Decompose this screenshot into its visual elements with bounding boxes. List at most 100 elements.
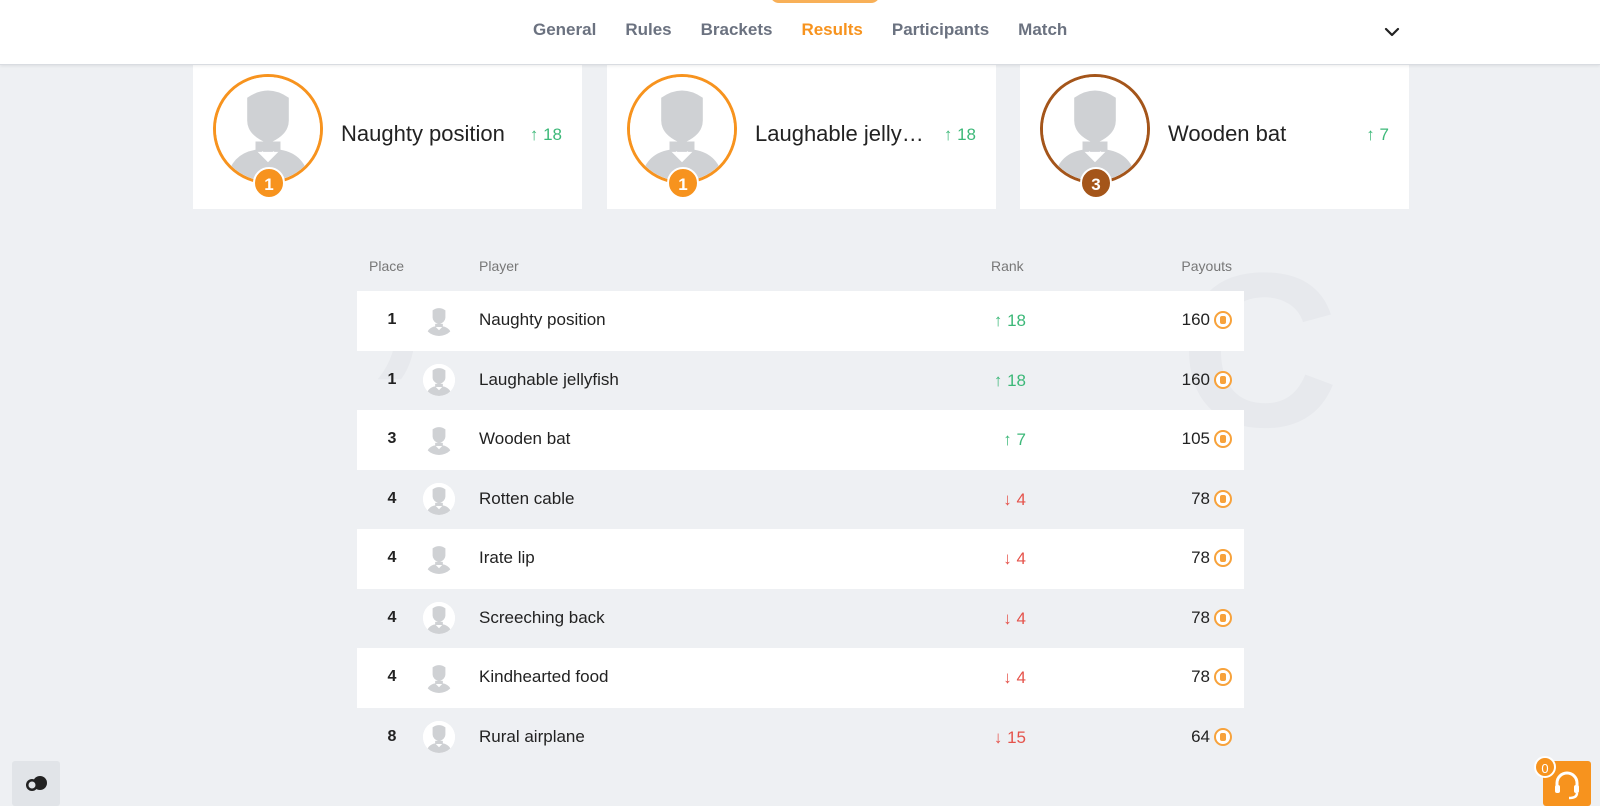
tab-results[interactable]: Results	[801, 20, 863, 39]
row-rank: ↓ 4	[1003, 668, 1026, 688]
avatar	[423, 304, 455, 336]
rank-value: 7	[1016, 430, 1026, 449]
payout-value: 105	[1181, 429, 1210, 448]
rank-value: 7	[1379, 125, 1389, 144]
payout-value: 64	[1191, 726, 1210, 746]
place-badge: 1	[667, 167, 699, 199]
arrow-up-icon: ↑	[993, 311, 1003, 330]
row-payout: 160	[1182, 370, 1232, 390]
avatar	[423, 601, 455, 634]
row-payout: 78	[1191, 548, 1232, 568]
tab-brackets[interactable]: Brackets	[700, 20, 773, 39]
podium-card[interactable]: 1 Laughable jellyfish ↑ 18	[607, 65, 996, 209]
coin-icon	[1214, 668, 1232, 686]
coin-icon	[1214, 370, 1232, 389]
row-payout: 78	[1191, 608, 1232, 628]
avatar	[423, 423, 455, 455]
header-rank: Rank	[991, 258, 1024, 274]
table-body: 1 Naughty position ↑ 18 160 1 Laughable …	[357, 291, 1244, 767]
header-place: Place	[369, 258, 405, 274]
row-payout: 64	[1191, 727, 1232, 747]
chat-icon	[26, 776, 47, 791]
arrow-down-icon: ↓	[1003, 489, 1012, 509]
rank-value: 4	[1016, 549, 1026, 568]
row-place: 3	[387, 430, 397, 447]
row-payout: 105	[1182, 429, 1232, 449]
row-place: 4	[387, 549, 397, 566]
podium-rank-change: ↑ 18	[530, 125, 562, 145]
table-row[interactable]: 1 Naughty position ↑ 18 160	[357, 291, 1244, 351]
table-row[interactable]: 4 Rotten cable ↓ 4 78	[357, 470, 1244, 530]
rank-value: 15	[1007, 727, 1026, 747]
row-place: 8	[387, 727, 397, 745]
podium-card[interactable]: 3 Wooden bat ↑ 7	[1020, 65, 1409, 209]
tab-match[interactable]: Match	[1018, 20, 1068, 39]
rank-value: 18	[1007, 311, 1026, 330]
tab-list: General Rules Brackets Results Participa…	[533, 20, 1096, 40]
row-player-name[interactable]: Screeching back	[479, 607, 605, 627]
row-player-name[interactable]: Laughable jellyfish	[479, 369, 619, 389]
tab-rules[interactable]: Rules	[625, 20, 672, 39]
arrow-down-icon: ↓	[993, 727, 1003, 747]
payout-value: 78	[1191, 607, 1210, 627]
row-rank: ↓ 4	[1003, 549, 1026, 569]
row-place: 4	[387, 668, 397, 685]
row-place: 4	[387, 608, 397, 626]
row-player-name[interactable]: Irate lip	[479, 548, 535, 567]
rank-value: 4	[1016, 489, 1026, 509]
arrow-up-icon: ↑	[1366, 125, 1375, 144]
row-payout: 78	[1191, 489, 1232, 509]
row-player-name[interactable]: Rural airplane	[479, 726, 585, 746]
avatar	[213, 74, 323, 184]
top-nav-bar: General Rules Brackets Results Participa…	[0, 0, 1600, 65]
row-place: 4	[387, 489, 397, 507]
table-row[interactable]: 8 Rural airplane ↓ 15 64	[357, 708, 1244, 768]
payout-value: 160	[1181, 310, 1210, 329]
tab-general[interactable]: General	[533, 20, 597, 39]
table-row[interactable]: 4 Screeching back ↓ 4 78	[357, 589, 1244, 649]
chat-button[interactable]	[12, 761, 60, 806]
payout-value: 160	[1181, 369, 1210, 389]
coin-icon	[1214, 430, 1232, 448]
rank-value: 18	[957, 125, 976, 144]
podium-rank-change: ↑ 7	[1366, 125, 1389, 145]
row-rank: ↓ 15	[994, 728, 1026, 748]
row-place: 1	[387, 311, 397, 328]
payout-value: 78	[1191, 667, 1210, 686]
row-rank: ↓ 4	[1003, 609, 1026, 629]
table-row[interactable]: 4 Irate lip ↓ 4 78	[357, 529, 1244, 589]
chevron-down-icon[interactable]	[1382, 22, 1402, 42]
row-player-name[interactable]: Wooden bat	[479, 429, 571, 448]
coin-icon	[1214, 549, 1232, 567]
avatar	[423, 482, 455, 515]
header-player: Player	[479, 258, 519, 274]
table-header: Place Player Rank Payouts	[357, 250, 1244, 291]
avatar	[423, 661, 455, 693]
coin-icon	[1214, 727, 1232, 746]
arrow-up-icon: ↑	[529, 125, 539, 144]
rank-value: 4	[1016, 608, 1026, 628]
row-rank: ↑ 18	[994, 371, 1026, 391]
row-payout: 160	[1182, 310, 1232, 330]
row-payout: 78	[1191, 667, 1232, 687]
podium-card[interactable]: 1 Naughty position ↑ 18	[193, 65, 582, 209]
tab-participants[interactable]: Participants	[891, 20, 990, 39]
arrow-up-icon: ↑	[1003, 430, 1012, 449]
row-rank: ↓ 4	[1003, 490, 1026, 510]
row-rank: ↑ 18	[994, 311, 1026, 331]
row-player-name[interactable]: Rotten cable	[479, 488, 575, 508]
table-row[interactable]: 3 Wooden bat ↑ 7 105	[357, 410, 1244, 470]
table-row[interactable]: 4 Kindhearted food ↓ 4 78	[357, 648, 1244, 708]
podium-player-name: Wooden bat	[1168, 121, 1287, 146]
table-row[interactable]: 1 Laughable jellyfish ↑ 18 160	[357, 351, 1244, 411]
row-player-name[interactable]: Naughty position	[479, 310, 606, 329]
place-badge: 3	[1080, 167, 1112, 199]
row-player-name[interactable]: Kindhearted food	[479, 667, 609, 686]
avatar	[423, 363, 455, 396]
arrow-up-icon: ↑	[943, 125, 953, 144]
coin-icon	[1214, 489, 1232, 508]
arrow-down-icon: ↓	[1003, 668, 1012, 687]
arrow-down-icon: ↓	[1003, 608, 1012, 628]
payout-value: 78	[1191, 548, 1210, 567]
rank-value: 18	[1007, 370, 1026, 390]
